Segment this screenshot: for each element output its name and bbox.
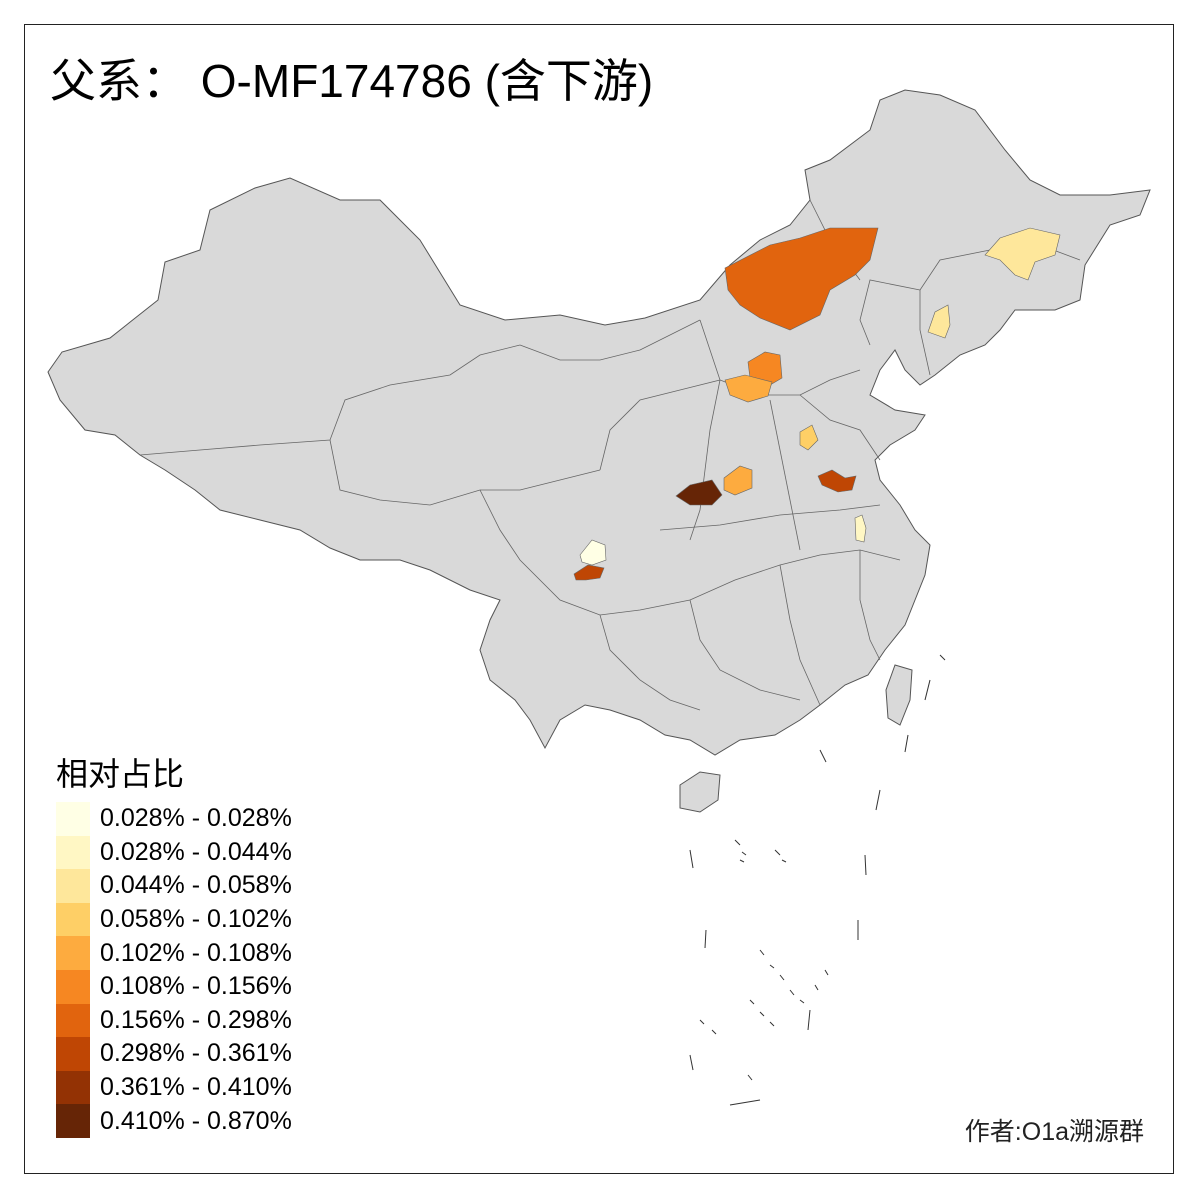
- south-sea-islands: [689, 654, 946, 1106]
- region-sichuan-west: [579, 539, 607, 566]
- legend-item: 0.044% - 0.058%: [56, 869, 292, 903]
- legend-item: 0.058% - 0.102%: [56, 902, 292, 937]
- province-borders: [139, 199, 1081, 711]
- legend-title: 相对占比: [56, 756, 185, 792]
- legend-swatch: [56, 969, 90, 1004]
- legend-label: 0.028% - 0.044%: [100, 837, 292, 866]
- highlighted-regions: [573, 227, 1061, 581]
- legend-item: 0.410% - 0.870%: [56, 1104, 292, 1138]
- legend-item: 0.298% - 0.361%: [56, 1037, 292, 1071]
- legend-item: 0.108% - 0.156%: [56, 969, 292, 1004]
- legend-swatch: [56, 869, 90, 903]
- legend: 相对占比 0.028% - 0.028% 0.028% - 0.044% 0.044…: [56, 758, 292, 1138]
- legend-label: 0.058% - 0.102%: [100, 905, 292, 934]
- legend-swatch: [56, 1070, 90, 1105]
- legend-item: 0.361% - 0.410%: [56, 1070, 292, 1105]
- land-base: [47, 89, 1151, 813]
- region-shaanxi-central: [675, 479, 723, 506]
- legend-label: 0.156% - 0.298%: [100, 1005, 292, 1034]
- legend-item: 0.028% - 0.044%: [56, 835, 292, 870]
- region-shanxi-north: [724, 374, 773, 403]
- legend-label: 0.298% - 0.361%: [100, 1039, 292, 1068]
- mainland-outline: [47, 89, 1151, 756]
- hainan-island: [679, 771, 721, 813]
- legend-item: 0.102% - 0.108%: [56, 936, 292, 970]
- legend-swatch: [56, 1104, 90, 1138]
- legend-swatch: [56, 902, 90, 937]
- legend-swatch: [56, 1003, 90, 1038]
- legend-label: 0.410% - 0.870%: [100, 1106, 292, 1135]
- author-credit: 作者:O1a溯源群: [964, 1118, 1144, 1146]
- page-title: 父系： O-MF174786 (含下游): [50, 55, 654, 107]
- region-heilongjiang-east: [984, 227, 1061, 281]
- legend-label: 0.108% - 0.156%: [100, 972, 292, 1001]
- legend-swatch: [56, 835, 90, 870]
- legend-swatch: [56, 1037, 90, 1071]
- legend-label: 0.028% - 0.028%: [100, 804, 292, 833]
- legend-item: 0.028% - 0.028%: [56, 802, 292, 836]
- legend-item: 0.156% - 0.298%: [56, 1003, 292, 1038]
- legend-swatch: [56, 936, 90, 970]
- legend-items: 0.028% - 0.028% 0.028% - 0.044% 0.044% - 0…: [56, 802, 292, 1138]
- region-hulunbuir: [724, 227, 879, 331]
- region-sichuan-south: [573, 564, 605, 581]
- legend-label: 0.361% - 0.410%: [100, 1073, 292, 1102]
- region-hebei-south: [799, 424, 819, 451]
- region-shandong-south: [817, 469, 857, 493]
- region-henan-north: [723, 465, 753, 496]
- region-jiangsu-central: [854, 514, 867, 543]
- legend-label: 0.102% - 0.108%: [100, 938, 292, 967]
- legend-label: 0.044% - 0.058%: [100, 871, 292, 900]
- taiwan-island: [885, 664, 913, 726]
- legend-swatch: [56, 802, 90, 836]
- region-jilin-small: [927, 304, 951, 339]
